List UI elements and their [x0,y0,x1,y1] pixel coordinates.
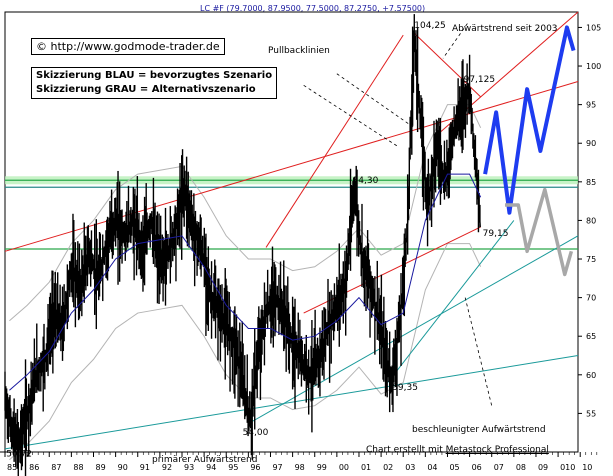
pointer-downtrend [442,23,468,59]
x-tick-label: 89 [95,463,105,472]
trend-line-0 [4,80,579,252]
chart-title: LC #F (79.7000, 87.9500, 77.5000, 87.275… [200,4,425,13]
pointer-pullback-2 [336,73,415,129]
x-tick-label: 93 [184,463,194,472]
x-tick-label: 03 [405,463,415,472]
price-series-line [4,33,481,448]
url-label: © http://www.godmode-trader.de [36,40,220,53]
x-tick-label: 10 [582,463,592,472]
y-tick-label: 85 [586,178,596,187]
x-tick-label: 98 [295,463,305,472]
y-tick-label: 80 [586,216,596,225]
credit-link[interactable]: Metastock Professional [445,445,549,455]
x-tick-label: 92 [162,463,172,472]
x-tick-label: 87 [51,463,61,472]
plot-area: 50,72 54,00 84,30 59,35 104,25 97,125 79,15 [4,11,579,476]
legend-gray: Skizzierung GRAU = Alternativszenario [36,84,256,95]
x-tick-label: 02 [383,463,393,472]
y-axis: 55 60 65 70 75 80 85 90 95 100 105 [578,23,601,418]
level-label: 79,15 [483,229,509,239]
chart-credit: Chart erstellt mit Metastock Professiona… [366,445,549,455]
scenario-legend: Skizzierung BLAU = bevorzugtes Szenario … [31,67,278,99]
y-tick-label: 105 [586,23,601,32]
annotation-downtrend: Abwärtstrend seit 2003 [452,24,558,34]
x-tick-label: 09 [538,463,548,472]
y-tick-label: 55 [586,409,596,418]
legend-blue: Skizzierung BLAU = bevorzugtes Szenario [36,70,273,81]
x-tick-label: 96 [250,463,260,472]
credit-prefix: Chart erstellt mit [366,445,443,455]
envelope-upper [9,104,482,322]
y-tick-label: 65 [586,332,596,341]
x-tick-label: 01 [361,463,371,472]
price-bars [4,14,481,476]
x-axis: 85 86 87 88 89 90 91 92 93 94 95 96 97 98 99 00 01 02 03 04… [0,451,598,472]
x-tick-label: 85 [7,463,17,472]
trend-line-2 [265,34,404,248]
pointer-accelerated [464,297,493,406]
x-tick-label: 91 [140,463,150,472]
x-tick-label: 86 [29,463,39,472]
annotation-accelerated: beschleunigter Aufwärtstrend [412,425,546,435]
level-label: 104,25 [414,21,446,31]
level-label: 84,30 [353,176,379,186]
x-tick-label: 010 [560,463,575,472]
y-tick-label: 100 [586,62,601,71]
scenario-blue [483,25,576,215]
x-tick-label: 00 [339,463,349,472]
x-tick-label: 97 [272,463,282,472]
moving-average-line [9,173,482,391]
y-tick-label: 70 [586,294,596,303]
annotation-primary: primärer Aufwärtstrend [152,455,257,465]
x-tick-label: 07 [494,463,504,472]
x-tick-label: 06 [472,463,482,472]
scenario-gray [504,187,574,277]
x-tick-label: 04 [427,463,437,472]
level-label: 50,72 [6,449,32,459]
x-tick-label: 99 [317,463,327,472]
x-tick-label: 90 [118,463,128,472]
x-tick-label: 95 [228,463,238,472]
y-tick-label: 95 [586,101,596,110]
y-tick-label: 75 [586,255,596,264]
x-tick-label: 08 [516,463,526,472]
level-label: 54,00 [243,428,269,438]
trend-line-7 [4,355,579,450]
annotation-pullback: Pullbacklinien [268,46,330,56]
y-tick-label: 90 [586,139,596,148]
trend-line-5 [252,235,579,422]
trend-line-6 [387,220,515,383]
x-tick-label: 94 [206,463,216,472]
level-label: 97,125 [464,75,496,85]
pointer-pullback-1 [303,84,400,148]
level-label: 59,35 [392,383,418,393]
source-url-box: © http://www.godmode-trader.de [31,38,225,55]
x-tick-label: 05 [449,463,459,472]
x-tick-label: 88 [73,463,83,472]
y-tick-label: 60 [586,371,596,380]
